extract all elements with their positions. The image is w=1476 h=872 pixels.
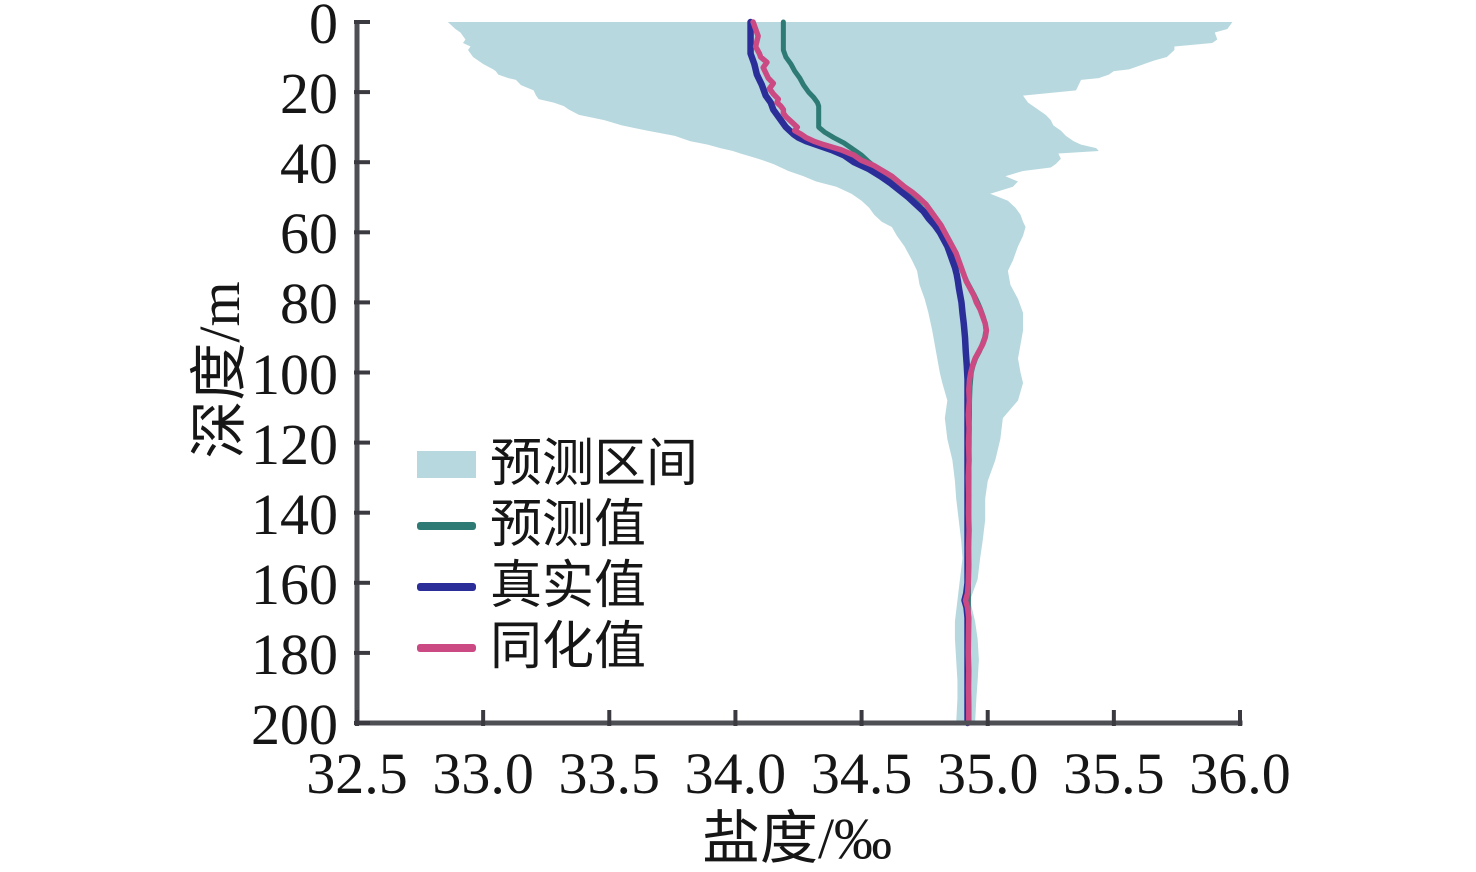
y-tick-label: 20 xyxy=(280,61,338,127)
truth-line-swatch xyxy=(417,582,476,591)
legend: 预测区间 预测值 真实值 同化值 xyxy=(417,434,698,678)
x-tick-label: 34.0 xyxy=(684,741,787,806)
y-tick-label: 180 xyxy=(251,621,338,687)
x-axis-label: 盐度/‰ xyxy=(701,806,893,871)
x-tick-label: 33.5 xyxy=(558,741,661,806)
assimilation-line-swatch xyxy=(417,643,476,652)
prediction-line-swatch xyxy=(417,521,476,530)
prediction-interval-band xyxy=(447,22,1233,723)
y-tick-label: 200 xyxy=(251,692,338,757)
x-tick-label: 34.5 xyxy=(810,741,913,806)
y-tick-label: 40 xyxy=(280,131,338,197)
y-tick-label: 0 xyxy=(309,0,338,56)
legend-item-prediction: 预测值 xyxy=(417,495,698,556)
x-tick-label: 35.0 xyxy=(936,741,1039,806)
y-tick-label: 80 xyxy=(280,271,338,337)
y-tick-label: 60 xyxy=(280,201,338,267)
legend-label-prediction-interval: 预测区间 xyxy=(490,435,699,493)
x-tick-label: 36.0 xyxy=(1189,741,1291,806)
x-tick-label: 35.5 xyxy=(1063,741,1165,806)
x-tick-label: 32.5 xyxy=(306,741,408,806)
legend-item-assimilation: 同化值 xyxy=(417,617,698,678)
legend-label-truth: 真实值 xyxy=(490,557,647,615)
legend-item-truth: 真实值 xyxy=(417,556,698,617)
x-tick-label: 33.0 xyxy=(432,741,534,806)
legend-item-prediction-interval: 预测区间 xyxy=(417,434,698,495)
y-tick-label: 140 xyxy=(251,481,338,547)
y-tick-label: 160 xyxy=(251,551,338,617)
legend-label-prediction: 预测值 xyxy=(490,496,647,554)
prediction-interval-swatch xyxy=(417,451,476,478)
y-tick-label: 100 xyxy=(251,341,338,407)
assimilation-line xyxy=(750,19,990,726)
y-tick-label: 120 xyxy=(251,411,338,477)
legend-label-assimilation: 同化值 xyxy=(490,618,647,676)
y-axis-label: 深度/m xyxy=(187,281,252,459)
